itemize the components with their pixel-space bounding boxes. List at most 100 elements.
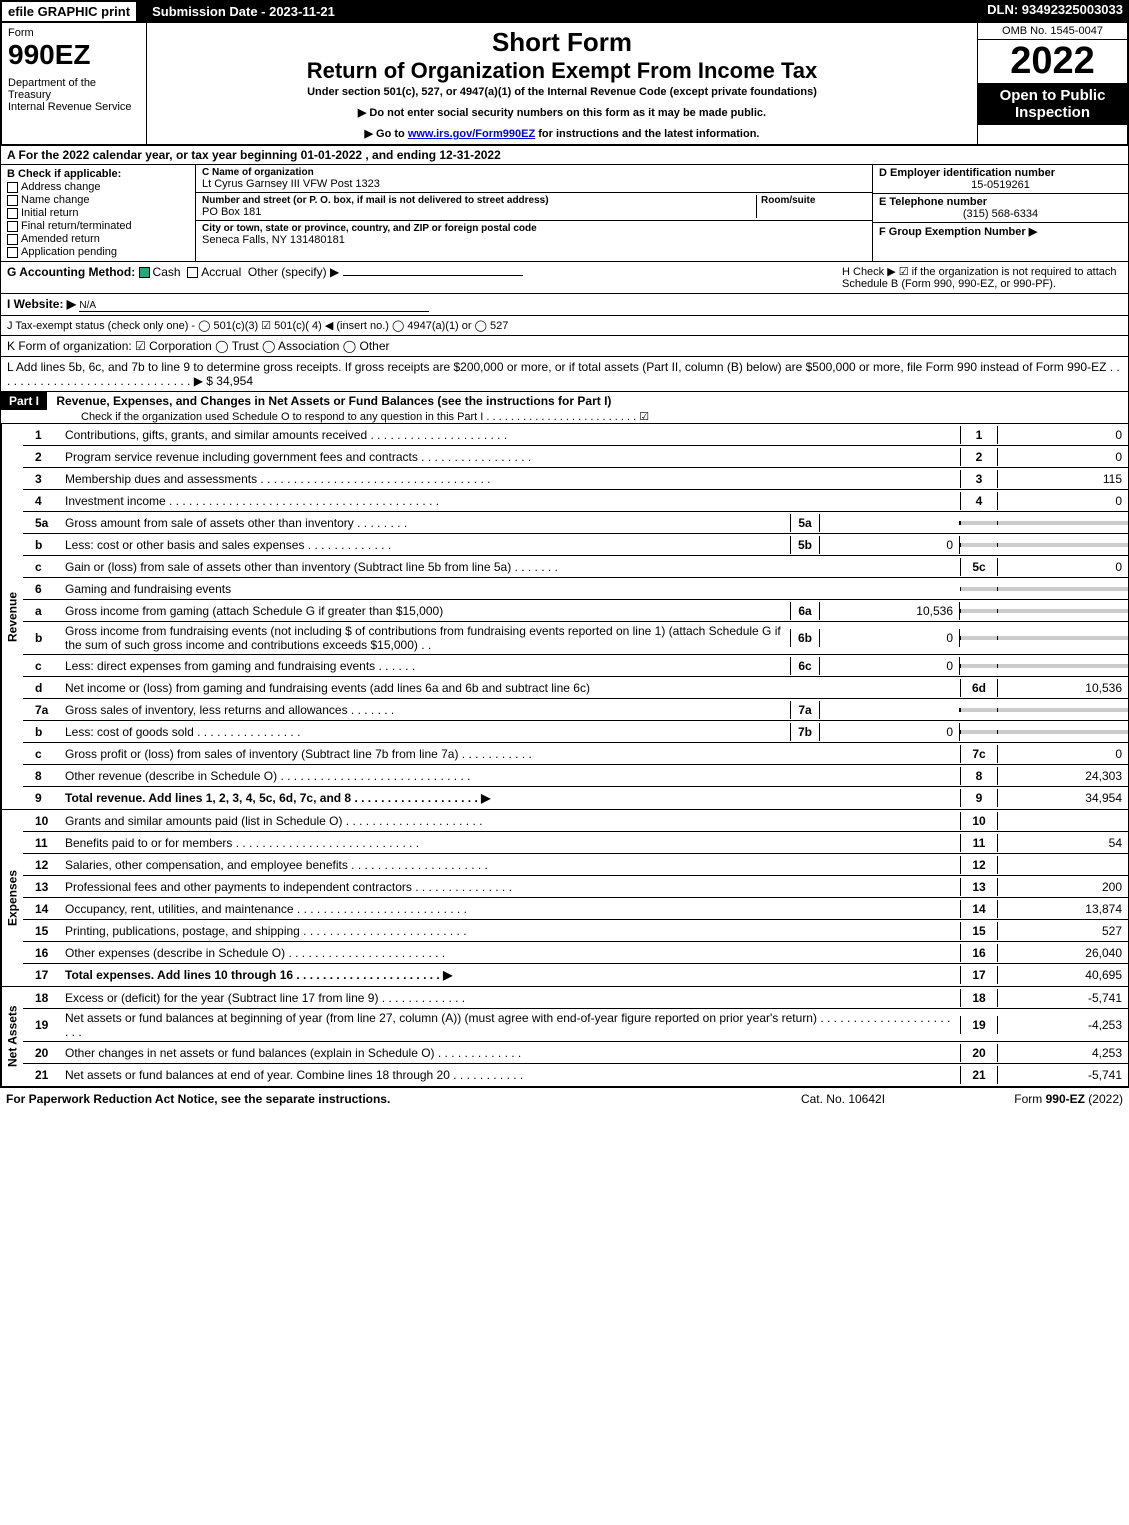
line-14-text: Occupancy, rent, utilities, and maintena… [61, 900, 960, 918]
line-11-text: Benefits paid to or for members . . . . … [61, 834, 960, 852]
line-9-rn: 9 [960, 789, 998, 807]
open-inspection: Open to Public Inspection [978, 83, 1127, 125]
line-6b-text: Gross income from fundraising events (no… [61, 622, 790, 654]
line-7c-rn: 7c [960, 745, 998, 763]
line-6b-num: b [23, 629, 61, 647]
line-7a-num: 7a [23, 701, 61, 719]
line-19-rn: 19 [960, 1016, 998, 1034]
city-lbl: City or town, state or province, country… [202, 223, 866, 234]
line-5a-text: Gross amount from sale of assets other t… [61, 514, 790, 532]
irs-link[interactable]: www.irs.gov/Form990EZ [408, 128, 535, 140]
line-10-text: Grants and similar amounts paid (list in… [61, 812, 960, 830]
line-6-rn [960, 587, 998, 591]
instr-goto-prefix: ▶ Go to [365, 128, 408, 140]
line-8-val: 24,303 [998, 767, 1128, 785]
line-4-rn: 4 [960, 492, 998, 510]
chk-address[interactable]: Address change [7, 181, 189, 193]
line-5c-num: c [23, 558, 61, 576]
dept-label: Department of the Treasury Internal Reve… [8, 77, 140, 113]
expenses-block: Expenses 10Grants and similar amounts pa… [0, 810, 1129, 987]
line-8-num: 8 [23, 767, 61, 785]
line-6c-text: Less: direct expenses from gaming and fu… [61, 657, 790, 675]
chk-name[interactable]: Name change [7, 194, 189, 206]
grp-lbl: F Group Exemption Number ▶ [879, 225, 1122, 238]
line-12-text: Salaries, other compensation, and employ… [61, 856, 960, 874]
street-value: PO Box 181 [202, 206, 756, 218]
other-specify-input[interactable] [343, 275, 523, 276]
line-18-val: -5,741 [998, 989, 1128, 1007]
line-4-num: 4 [23, 492, 61, 510]
part-i-label: Part I [1, 392, 47, 410]
line-8-rn: 8 [960, 767, 998, 785]
line-7a-rn [960, 708, 998, 712]
line-21-rn: 21 [960, 1066, 998, 1084]
chk-pending[interactable]: Application pending [7, 246, 189, 258]
efile-print-label[interactable]: efile GRAPHIC print [0, 0, 138, 23]
side-netassets: Net Assets [1, 987, 23, 1086]
line-5b-num: b [23, 536, 61, 554]
line-15-val: 527 [998, 922, 1128, 940]
ein-lbl: D Employer identification number [879, 167, 1122, 179]
chk-accrual[interactable] [187, 267, 198, 278]
line-7a-mn: 7a [790, 701, 820, 719]
org-name-row: C Name of organization Lt Cyrus Garnsey … [196, 165, 872, 193]
line-6b-mn: 6b [790, 629, 820, 647]
line-7c-text: Gross profit or (loss) from sales of inv… [61, 745, 960, 763]
line-10-rn: 10 [960, 812, 998, 830]
g-label: G Accounting Method: [7, 265, 135, 279]
line-3-val: 115 [998, 470, 1128, 488]
i-label: I Website: ▶ [7, 297, 76, 311]
line-6b-mv: 0 [820, 629, 960, 647]
line-19-text: Net assets or fund balances at beginning… [61, 1009, 960, 1041]
chk-initial[interactable]: Initial return [7, 207, 189, 219]
h-text: H Check ▶ ☑ if the organization is not r… [842, 265, 1122, 290]
org-name-lbl: C Name of organization [202, 167, 866, 178]
info-grid: B Check if applicable: Address change Na… [0, 165, 1129, 262]
line-17-rn: 17 [960, 966, 998, 984]
omb-number: OMB No. 1545-0047 [978, 23, 1127, 40]
line-15-num: 15 [23, 922, 61, 940]
line-21-text: Net assets or fund balances at end of ye… [61, 1066, 960, 1084]
footer: For Paperwork Reduction Act Notice, see … [0, 1087, 1129, 1110]
side-revenue: Revenue [1, 424, 23, 809]
line-7a-rv [998, 708, 1128, 712]
line-6c-rn [960, 664, 998, 668]
line-19-val: -4,253 [998, 1016, 1128, 1034]
line-17-num: 17 [23, 966, 61, 984]
line-6c-mn: 6c [790, 657, 820, 675]
line-2-rn: 2 [960, 448, 998, 466]
dln-number: DLN: 93492325003033 [981, 0, 1129, 23]
form-title: Return of Organization Exempt From Incom… [155, 58, 969, 84]
line-16-text: Other expenses (describe in Schedule O) … [61, 944, 960, 962]
chk-final[interactable]: Final return/terminated [7, 220, 189, 232]
line-6a-mn: 6a [790, 602, 820, 620]
line-16-rn: 16 [960, 944, 998, 962]
line-7b-text: Less: cost of goods sold . . . . . . . .… [61, 723, 790, 741]
line-9-num: 9 [23, 789, 61, 807]
line-11-num: 11 [23, 834, 61, 852]
line-7c-val: 0 [998, 745, 1128, 763]
section-j: J Tax-exempt status (check only one) - ◯… [0, 316, 1129, 336]
tel-value: (315) 568-6334 [879, 208, 1122, 220]
line-6c-rv [998, 664, 1128, 668]
line-18-rn: 18 [960, 989, 998, 1007]
ein-value: 15-0519261 [879, 179, 1122, 191]
part-i-header: Part I Revenue, Expenses, and Changes in… [0, 392, 1129, 424]
line-7b-rn [960, 730, 998, 734]
tel-row: E Telephone number (315) 568-6334 [873, 194, 1128, 223]
line-1-val: 0 [998, 426, 1128, 444]
line-7b-rv [998, 730, 1128, 734]
chk-cash[interactable] [139, 267, 150, 278]
header-right: OMB No. 1545-0047 2022 Open to Public In… [977, 23, 1127, 144]
line-19-num: 19 [23, 1016, 61, 1034]
col-d: D Employer identification number 15-0519… [873, 165, 1128, 261]
line-7b-num: b [23, 723, 61, 741]
line-5b-mv: 0 [820, 536, 960, 554]
chk-amended[interactable]: Amended return [7, 233, 189, 245]
section-l: L Add lines 5b, 6c, and 7b to line 9 to … [0, 357, 1129, 392]
line-13-num: 13 [23, 878, 61, 896]
line-6a-mv: 10,536 [820, 602, 960, 620]
tel-lbl: E Telephone number [879, 196, 1122, 208]
line-12-val [998, 863, 1128, 867]
line-6a-num: a [23, 602, 61, 620]
